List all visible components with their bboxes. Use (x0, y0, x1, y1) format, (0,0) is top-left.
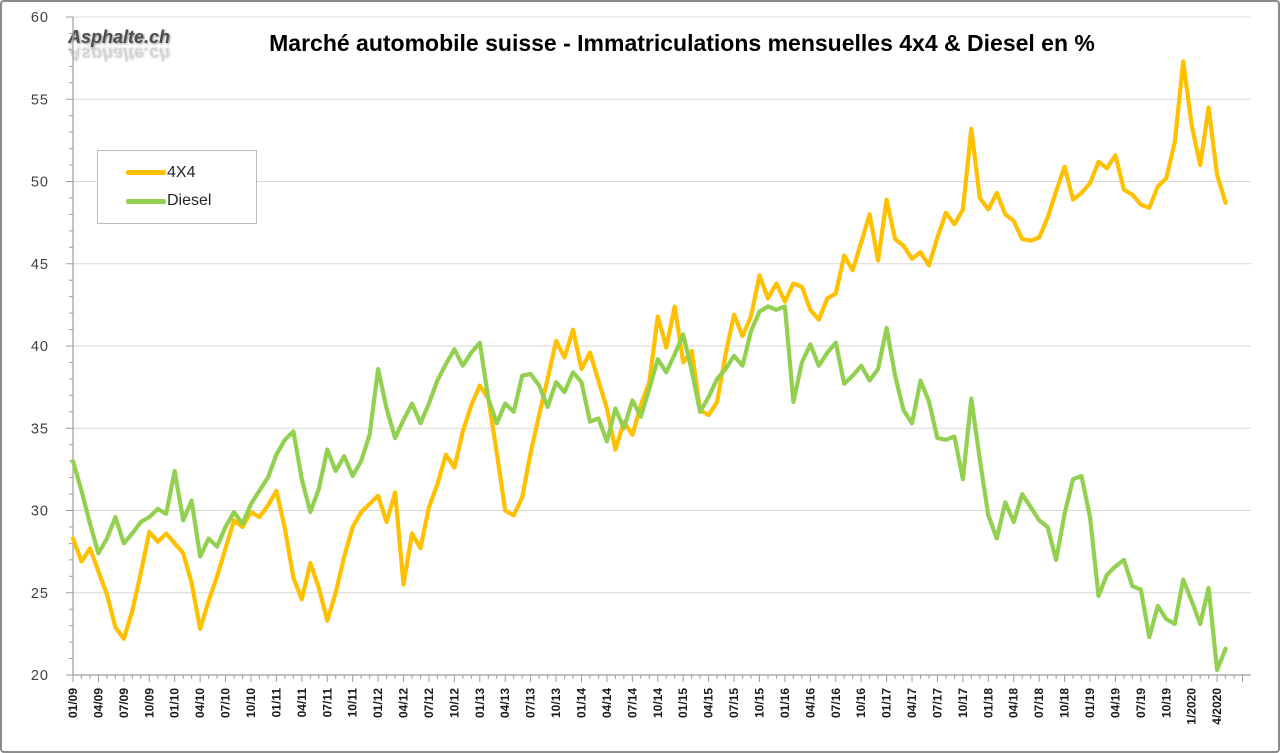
svg-text:04/11: 04/11 (295, 688, 309, 718)
svg-text:01/19: 01/19 (1083, 688, 1097, 718)
svg-text:04/10: 04/10 (193, 688, 207, 718)
svg-text:10/19: 10/19 (1159, 688, 1173, 718)
svg-text:04/17: 04/17 (905, 688, 919, 718)
x-axis-labels: 01/09 04/09 07/09 10/09 01/10 04/10 07/10 10/10… (66, 688, 1224, 725)
svg-text:04/12: 04/12 (397, 688, 411, 718)
svg-text:10/09: 10/09 (142, 688, 156, 718)
svg-text:10/14: 10/14 (651, 688, 665, 718)
legend-line-swatch-4x4 (126, 170, 166, 176)
svg-text:04/19: 04/19 (1108, 688, 1122, 718)
y-axis-labels: 20 25 30 35 40 45 50 55 60 (31, 10, 49, 684)
svg-text:10/10: 10/10 (244, 688, 258, 718)
svg-text:01/15: 01/15 (676, 688, 690, 718)
svg-text:04/16: 04/16 (803, 688, 817, 718)
svg-text:10/16: 10/16 (854, 688, 868, 718)
svg-text:07/11: 07/11 (320, 688, 334, 718)
svg-text:04/13: 04/13 (498, 688, 512, 718)
svg-text:01/16: 01/16 (778, 688, 792, 718)
gridlines (73, 16, 1251, 594)
svg-text:07/09: 07/09 (117, 688, 131, 718)
logo-text: Asphalte.ch (68, 27, 171, 47)
svg-text:4/2020: 4/2020 (1210, 688, 1224, 725)
svg-text:07/17: 07/17 (930, 688, 944, 718)
svg-text:07/12: 07/12 (422, 688, 436, 718)
svg-text:10/12: 10/12 (447, 688, 461, 718)
svg-text:10/18: 10/18 (1058, 688, 1072, 718)
svg-text:01/13: 01/13 (473, 688, 487, 718)
svg-text:01/09: 01/09 (66, 688, 80, 718)
svg-text:10/17: 10/17 (956, 688, 970, 718)
chart-title: Marché automobile suisse - Immatriculati… (269, 30, 1095, 56)
svg-text:55: 55 (31, 92, 49, 108)
legend: 4X4 Diesel (97, 150, 257, 224)
legend-entry-4x4: 4X4 (126, 164, 256, 182)
svg-text:07/10: 07/10 (219, 688, 233, 718)
svg-text:01/18: 01/18 (981, 688, 995, 718)
svg-text:25: 25 (31, 586, 49, 602)
svg-text:1/2020: 1/2020 (1185, 688, 1199, 725)
svg-text:50: 50 (31, 175, 49, 191)
legend-label-4x4: 4X4 (167, 163, 196, 181)
svg-text:01/12: 01/12 (371, 688, 385, 718)
svg-text:10/13: 10/13 (549, 688, 563, 718)
svg-text:20: 20 (31, 668, 49, 684)
svg-text:04/18: 04/18 (1007, 688, 1021, 718)
series-diesel-line (70, 304, 1228, 673)
legend-entry-diesel: Diesel (126, 192, 256, 210)
axes (66, 16, 1251, 682)
svg-text:01/10: 01/10 (168, 688, 182, 718)
svg-text:07/16: 07/16 (829, 688, 843, 718)
svg-text:07/18: 07/18 (1032, 688, 1046, 718)
svg-text:04/15: 04/15 (702, 688, 716, 718)
svg-text:04/14: 04/14 (600, 688, 614, 718)
svg-text:30: 30 (31, 504, 49, 520)
svg-text:07/14: 07/14 (625, 688, 639, 718)
svg-text:01/14: 01/14 (575, 688, 589, 718)
asphalte-logo: Asphalte.ch Asphalte.ch (68, 27, 198, 65)
svg-text:07/13: 07/13 (524, 688, 538, 718)
svg-text:60: 60 (31, 10, 49, 26)
svg-text:01/11: 01/11 (269, 688, 283, 718)
svg-text:45: 45 (31, 257, 49, 273)
legend-label-diesel: Diesel (167, 192, 212, 210)
svg-text:07/15: 07/15 (727, 688, 741, 718)
svg-text:04/09: 04/09 (91, 688, 105, 718)
legend-line-swatch-diesel (126, 198, 166, 204)
svg-text:10/11: 10/11 (346, 688, 360, 718)
svg-text:01/17: 01/17 (880, 688, 894, 718)
svg-text:40: 40 (31, 339, 49, 355)
svg-text:35: 35 (31, 421, 49, 437)
svg-text:10/15: 10/15 (752, 688, 766, 718)
svg-text:07/19: 07/19 (1134, 688, 1148, 718)
